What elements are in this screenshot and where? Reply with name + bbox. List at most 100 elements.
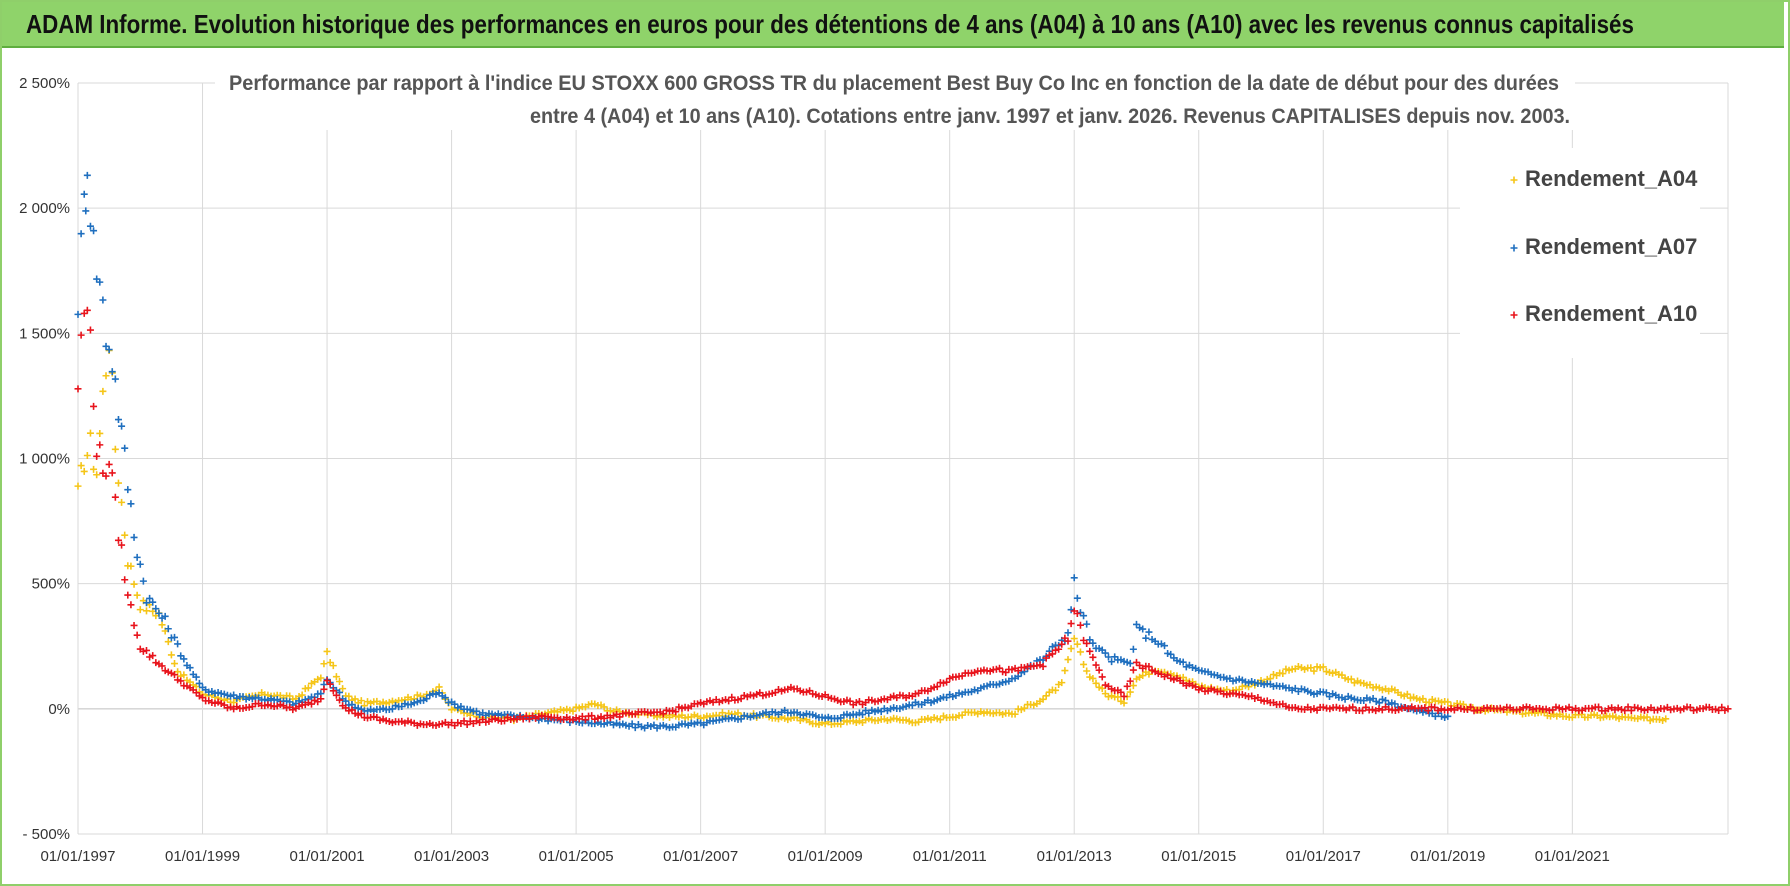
data-point: [1310, 667, 1318, 675]
data-point: [1120, 699, 1128, 707]
page-title: ADAM Informe. Evolution historique des p…: [26, 9, 1634, 39]
data-point: [1126, 659, 1134, 667]
data-point: [320, 685, 328, 693]
data-point: [1627, 707, 1635, 715]
data-point: [1080, 660, 1088, 668]
data-point: [1382, 697, 1390, 705]
data-point: [1618, 706, 1625, 714]
data-point: [1080, 612, 1088, 620]
data-point: [158, 621, 166, 629]
chart-title: Performance par rapport à l'indice EU ST…: [215, 68, 1575, 130]
data-point: [149, 598, 157, 606]
legend-label-Rendement_A07: Rendement_A07: [1525, 234, 1697, 259]
data-point: [1459, 700, 1467, 708]
data-point: [1604, 705, 1612, 713]
data-point: [1529, 705, 1537, 713]
data-point: [1073, 594, 1081, 602]
data-point: [1401, 704, 1409, 712]
data-point: [118, 498, 126, 506]
data-point: [1076, 648, 1084, 656]
chart-title-line-1: Performance par rapport à l'indice EU ST…: [229, 72, 1559, 95]
data-point: [1676, 706, 1684, 714]
data-point: [127, 562, 135, 570]
data-point: [164, 638, 172, 646]
data-point: [1510, 176, 1518, 184]
data-point: [351, 695, 359, 703]
x-tick-label: 01/01/2003: [414, 848, 489, 865]
data-point: [1483, 704, 1491, 712]
data-point: [332, 673, 340, 681]
data-point: [77, 230, 85, 238]
data-point: [136, 606, 144, 614]
data-point: [1167, 650, 1175, 658]
y-tick-label: 1 500%: [19, 325, 70, 342]
data-point: [1536, 704, 1544, 712]
data-point: [152, 605, 160, 613]
data-point: [167, 651, 175, 659]
data-point: [298, 691, 306, 699]
data-point: [1724, 705, 1732, 713]
data-point: [1621, 707, 1629, 715]
data-point: [1064, 656, 1072, 664]
data-point: [1424, 707, 1432, 715]
data-point: [1326, 705, 1334, 713]
data-point: [108, 469, 116, 477]
data-point: [1052, 686, 1060, 694]
data-point: [1444, 698, 1452, 706]
data-point: [1104, 653, 1112, 661]
data-point: [1510, 311, 1518, 319]
data-point: [124, 591, 132, 599]
data-point: [1126, 688, 1134, 696]
data-point: [1101, 649, 1109, 657]
data-point: [90, 465, 98, 473]
data-point: [99, 296, 107, 304]
data-point: [96, 441, 104, 449]
series-Rendement_A10: [74, 306, 1732, 730]
data-point: [304, 684, 312, 692]
data-point: [1089, 639, 1097, 647]
data-point: [357, 710, 365, 718]
data-point: [1519, 704, 1527, 712]
data-point: [600, 703, 608, 711]
data-point: [86, 222, 94, 230]
x-tick-label: 01/01/2019: [1410, 848, 1485, 865]
data-point: [127, 500, 135, 508]
data-point: [1555, 704, 1563, 712]
series-Rendement_A04: [74, 346, 1670, 729]
data-point: [1123, 682, 1131, 690]
data-point: [933, 683, 941, 691]
data-point: [155, 609, 163, 617]
data-point: [1347, 675, 1355, 683]
data-point: [1660, 705, 1668, 713]
data-point: [1067, 620, 1075, 628]
data-point: [332, 691, 340, 699]
data-point: [77, 331, 85, 339]
data-point: [1114, 693, 1122, 701]
data-point: [718, 709, 726, 717]
data-point: [326, 680, 334, 688]
data-point: [1403, 690, 1411, 698]
data-point: [1070, 574, 1078, 582]
data-point: [83, 451, 91, 459]
data-point: [1089, 674, 1097, 682]
y-tick-label: 500%: [32, 576, 70, 593]
data-point: [118, 541, 126, 549]
data-point: [1654, 706, 1662, 714]
data-point: [323, 647, 331, 655]
data-point: [342, 697, 350, 705]
data-point: [171, 633, 179, 641]
data-point: [80, 467, 88, 475]
axes: - 500% 0% 500% 1 000% 1 500% 2 000% 2 500% 01/0…: [19, 75, 1610, 865]
data-point: [133, 631, 141, 639]
data-point: [1092, 679, 1100, 687]
data-point: [725, 697, 733, 705]
data-point: [1061, 667, 1069, 675]
legend: Rendement_A04 Rendement_A07 Rendement_A10: [1460, 148, 1700, 358]
data-point: [149, 652, 157, 660]
data-point: [1562, 705, 1570, 713]
x-tick-label: 01/01/2001: [290, 848, 365, 865]
x-tick-label: 01/01/2007: [663, 848, 738, 865]
x-tick-label: 01/01/2017: [1286, 848, 1361, 865]
data-point: [114, 416, 122, 424]
